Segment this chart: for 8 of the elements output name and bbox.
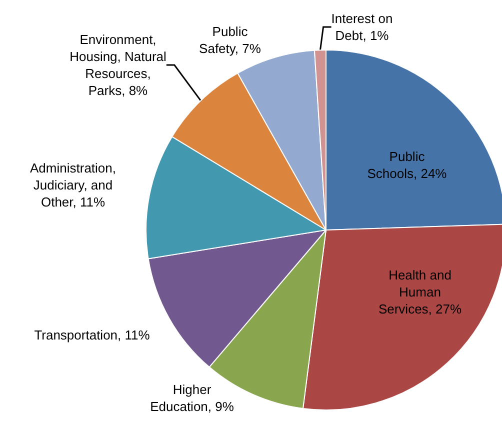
slice-label: Transportation, 11% [34,328,150,342]
slice-label: Public Safety, 7% [199,24,262,56]
slice-label: Health and Human Services, 27% [378,268,462,316]
slice-label: Environment, Housing, Natural Resources, Parks, 8% [70,32,167,98]
slice-label: Interest on Debt, 1% [331,11,393,43]
slice-label: Public Schools, 24% [367,149,448,181]
slice-label: Higher Education, 9% [150,382,234,414]
slice-label: Administration, Judiciary, and Other, 11% [30,160,116,210]
